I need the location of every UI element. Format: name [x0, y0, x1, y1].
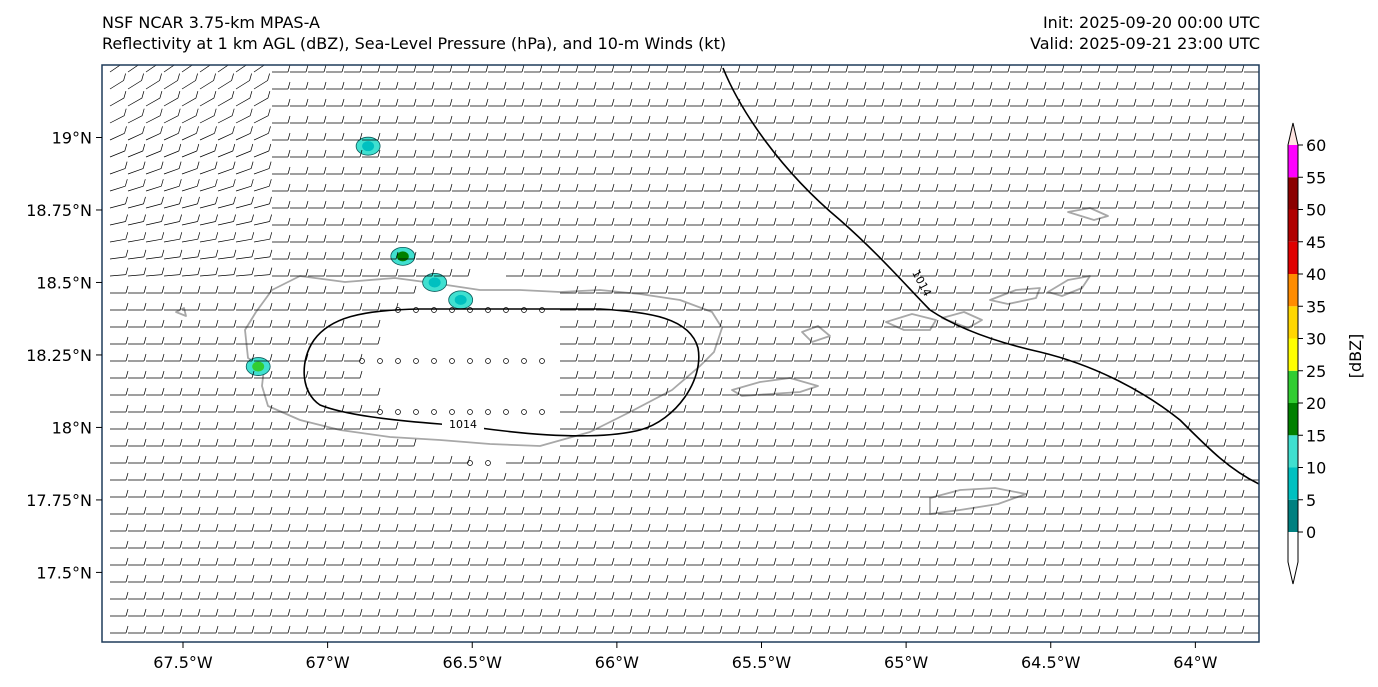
coastline-anegada: [1067, 207, 1109, 221]
reflectivity-cell-core: [428, 277, 441, 288]
init-time: Init: 2025-09-20 00:00 UTC: [1042, 13, 1260, 32]
isobar-label: 1014: [449, 418, 477, 431]
reflectivity-cell-core: [252, 361, 265, 372]
lon-tick-label: 65.5°W: [732, 653, 792, 672]
colorbar-extend-high: [1288, 123, 1298, 145]
coastline-st-john: [941, 311, 983, 329]
colorbar-bin: [1288, 306, 1298, 339]
colorbar-bin: [1288, 435, 1298, 468]
lon-tick-label: 67.5°W: [153, 653, 213, 672]
lon-tick-label: 66°W: [595, 653, 639, 672]
map-panel: 1014 1014: [101, 64, 1260, 643]
colorbar-bin: [1288, 467, 1298, 500]
colorbar-bin: [1288, 177, 1298, 210]
colorbar: 0 5 10 15 20 25 30 35 40 45 50 55 60 [dBZ]: [1287, 122, 1365, 585]
isobar-labels: 1014 1014: [442, 265, 937, 432]
lon-tick-label: 64°W: [1173, 653, 1217, 672]
coastline-puerto-rico: [244, 275, 723, 447]
lat-tick-label: 18°N: [52, 418, 92, 437]
wind-barb-field: [109, 65, 1259, 634]
colorbar-bin: [1288, 274, 1298, 307]
lon-tick-label: 64.5°W: [1021, 653, 1081, 672]
field-description: Reflectivity at 1 km AGL (dBZ), Sea-Leve…: [102, 34, 727, 53]
colorbar-tick-label: 30: [1306, 330, 1326, 349]
reflectivity-cell-core: [454, 294, 467, 305]
coastline-virgin-gorda: [1047, 275, 1091, 297]
colorbar-extend-low: [1288, 562, 1298, 584]
colorbar-bin: [1288, 370, 1298, 403]
lat-tick-label: 18.5°N: [36, 273, 92, 292]
coastline-vieques: [731, 377, 819, 397]
isobar-label-bg: [442, 416, 484, 432]
coastline-culebra: [801, 325, 831, 343]
lat-tick-label: 17.75°N: [26, 491, 92, 510]
colorbar-bin: [1288, 209, 1298, 242]
coastlines: [175, 207, 1109, 515]
model-name: NSF NCAR 3.75-km MPAS-A: [102, 13, 320, 32]
map-frame: [101, 64, 1260, 643]
colorbar-tick-label: 55: [1306, 168, 1326, 187]
lat-tick-label: 18.25°N: [26, 346, 92, 365]
map-background: [102, 65, 1259, 642]
longitude-ticks: 67.5°W 67°W 66.5°W 66°W 65.5°W 65°W 64.5°W 64°W: [153, 642, 1218, 672]
colorbar-bin: [1288, 145, 1298, 178]
isobar-label-bg: [907, 265, 937, 301]
latitude-ticks: 19°N 18.75°N 18.5°N 18.25°N 18°N 17.75°N 17.5°…: [26, 128, 102, 582]
colorbar-outline: [1287, 122, 1299, 585]
valid-time: Valid: 2025-09-21 23:00 UTC: [1029, 34, 1260, 53]
reflectivity-cell: [245, 357, 271, 376]
wind-barbs: [109, 65, 1259, 634]
colorbar-bin-below-zero: [1288, 532, 1298, 562]
reflectivity-cell-core: [396, 251, 409, 262]
reflectivity-cell: [390, 246, 416, 266]
lat-tick-label: 19°N: [52, 128, 92, 147]
colorbar-bin: [1288, 403, 1298, 436]
reflectivity-cell: [448, 290, 474, 310]
colorbar-tick-label: 0: [1306, 523, 1316, 542]
lat-tick-label: 18.75°N: [26, 201, 92, 220]
colorbar-tick-label: 45: [1306, 233, 1326, 252]
lon-tick-label: 65°W: [884, 653, 928, 672]
lon-tick-label: 67°W: [306, 653, 350, 672]
coastline-st-thomas: [885, 313, 937, 331]
colorbar-tick-label: 40: [1306, 265, 1326, 284]
lat-tick-label: 17.5°N: [36, 563, 92, 582]
colorbar-ticks: 0 5 10 15 20 25 30 35 40 45 50 55 60: [1298, 136, 1326, 542]
colorbar-bin: [1288, 241, 1298, 274]
colorbar-tick-label: 50: [1306, 201, 1326, 220]
reflectivity-layer: [245, 136, 474, 376]
reflectivity-cell: [422, 273, 448, 292]
colorbar-bins: [1288, 123, 1298, 584]
colorbar-label: [dBZ]: [1346, 334, 1365, 379]
colorbar-tick-label: 5: [1306, 491, 1316, 510]
colorbar-tick-label: 35: [1306, 297, 1326, 316]
figure-title-left: NSF NCAR 3.75-km MPAS-A Reflectivity at …: [102, 12, 726, 54]
isobar-1014-open: [722, 67, 1259, 485]
colorbar-tick-label: 10: [1306, 459, 1326, 478]
figure-title-right: Init: 2025-09-20 00:00 UTC Valid: 2025-0…: [1030, 12, 1260, 54]
calm-wind-circles: [359, 307, 545, 466]
colorbar-tick-label: 20: [1306, 394, 1326, 413]
colorbar-tick-label: 60: [1306, 136, 1326, 155]
colorbar-tick-label: 15: [1306, 426, 1326, 445]
reflectivity-cell-core: [362, 141, 375, 152]
colorbar-bin: [1288, 338, 1298, 371]
coastline-st-croix: [929, 487, 1027, 515]
colorbar-bin: [1288, 499, 1298, 532]
colorbar-tick-label: 25: [1306, 362, 1326, 381]
lon-tick-label: 66.5°W: [443, 653, 503, 672]
